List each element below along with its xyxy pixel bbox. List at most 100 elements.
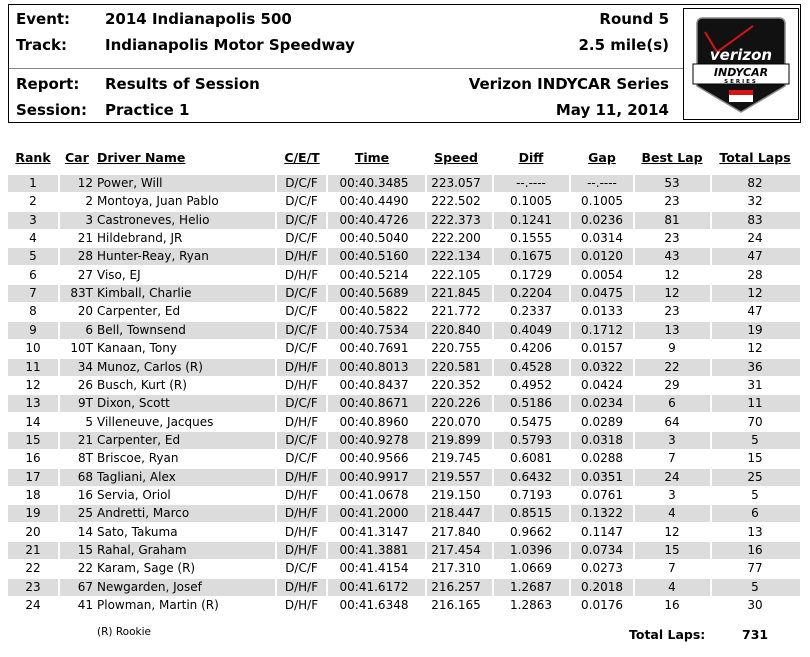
cell-gap: 0.0273: [581, 561, 623, 576]
table-row: 7 83T Kimball, Charlie D/C/F 00:40.5689 221.8…: [0, 285, 810, 303]
row-shade: [277, 211, 326, 229]
row-shade: [427, 321, 492, 339]
row-shade: [635, 285, 710, 303]
cell-best-lap: 23: [664, 304, 680, 319]
cell-diff: --.----: [516, 176, 546, 190]
cell-time: 00:41.6172: [339, 579, 409, 594]
row-shade: [494, 505, 569, 523]
row-shade: [60, 505, 275, 523]
row-shade: [8, 248, 58, 266]
row-shade: [277, 395, 326, 413]
row-shade: [328, 431, 425, 449]
row-shade: [712, 395, 800, 413]
row-shade: [571, 542, 633, 559]
cell-speed: 217.454: [431, 543, 481, 557]
cell-diff: 1.2687: [510, 579, 552, 594]
cell-car: 28: [77, 249, 93, 264]
table-row: 11 34 Munoz, Carlos (R) D/H/F 00:40.8013 220.…: [0, 358, 810, 377]
cell-total-laps: 6: [751, 506, 759, 521]
cell-total-laps: 5: [751, 432, 759, 447]
row-shade: [277, 358, 326, 376]
row-shade: [328, 395, 425, 413]
cell-total-laps: 16: [747, 543, 763, 557]
cell-car: 14: [77, 524, 93, 539]
row-shade: [635, 468, 710, 486]
table-row: 1 12 Power, Will D/C/F 00:40.3485 223.057 --.-…: [0, 175, 810, 193]
row-shade: [277, 431, 326, 449]
cell-cet: D/C/F: [285, 176, 318, 190]
cell-best-lap: 9: [668, 341, 676, 356]
row-shade: [712, 321, 800, 339]
cell-gap: 0.0424: [581, 377, 623, 392]
row-shade: [427, 175, 492, 192]
cell-speed: 223.057: [431, 176, 481, 190]
cell-time: 00:40.9278: [339, 432, 409, 447]
cell-total-laps: 13: [747, 524, 763, 539]
cell-cet: D/H/F: [284, 579, 319, 594]
cell-speed: 216.257: [431, 579, 481, 594]
cell-best-lap: 7: [668, 561, 676, 576]
cell-gap: 0.0120: [581, 249, 623, 264]
cell-gap: 0.0322: [581, 359, 623, 374]
cell-speed: 219.745: [431, 451, 481, 466]
cell-car: 25: [77, 506, 93, 521]
session-header: [8, 4, 801, 123]
cell-best-lap: 12: [664, 267, 680, 282]
table-row: 9 6 Bell, Townsend D/C/F 00:40.7534 220.840 0.…: [0, 321, 810, 340]
column-header-best-lap: Best Lap: [641, 150, 703, 165]
row-shade: [60, 321, 275, 339]
cell-rank: 20: [25, 524, 41, 539]
cell-cet: D/C/F: [285, 286, 318, 301]
row-shade: [712, 542, 800, 559]
row-shade: [635, 395, 710, 413]
cell-speed: 222.134: [431, 249, 481, 264]
row-shade: [571, 578, 633, 596]
cell-time: 00:41.6348: [339, 598, 409, 613]
cell-rank: 13: [25, 396, 41, 411]
series-name: Verizon INDYCAR Series: [468, 75, 669, 93]
cell-total-laps: 28: [747, 267, 763, 282]
row-shade: [427, 505, 492, 523]
column-header-time: Time: [354, 150, 390, 165]
cell-car: 5: [85, 414, 93, 429]
session-date: May 11, 2014: [555, 101, 669, 119]
row-shade: [8, 321, 58, 339]
table-row: 3 3 Castroneves, Helio D/C/F 00:40.4726 222.3…: [0, 211, 810, 230]
cell-car: 8T: [78, 451, 93, 466]
row-shade: [60, 542, 275, 559]
cell-speed: 219.899: [431, 432, 481, 447]
cell-diff: 0.1241: [510, 212, 552, 227]
row-shade: [427, 542, 492, 559]
cell-driver: Rahal, Graham: [97, 543, 187, 557]
row-shade: [8, 211, 58, 229]
cell-rank: 23: [25, 579, 41, 594]
cell-best-lap: 16: [664, 598, 680, 613]
row-shade: [60, 395, 275, 413]
session-label: Session:: [16, 101, 87, 119]
row-shade: [8, 175, 58, 192]
cell-best-lap: 6: [668, 396, 676, 411]
cell-speed: 222.200: [431, 231, 481, 246]
cell-time: 00:40.5822: [339, 304, 409, 319]
rookie-note: (R) Rookie: [97, 626, 151, 638]
row-shade: [8, 358, 58, 376]
row-shade: [494, 211, 569, 229]
row-shade: [8, 542, 58, 559]
cell-gap: 0.0318: [581, 432, 623, 447]
cell-best-lap: 3: [668, 432, 676, 447]
cell-gap: 0.0133: [581, 304, 623, 319]
table-row: 21 15 Rahal, Graham D/H/F 00:41.3881 217.454 1…: [0, 542, 810, 560]
cell-gap: 0.0289: [581, 414, 623, 429]
column-header-total-laps: Total Laps: [719, 150, 791, 165]
cell-rank: 3: [29, 212, 37, 227]
row-shade: [571, 211, 633, 229]
cell-time: 00:41.3881: [339, 543, 409, 557]
cell-driver: Munoz, Carlos (R): [97, 359, 203, 374]
cell-speed: 222.373: [431, 212, 481, 227]
cell-gap: 0.0234: [581, 396, 623, 411]
row-shade: [8, 395, 58, 413]
cell-car: 27: [77, 267, 93, 282]
cell-cet: D/H/F: [284, 469, 319, 484]
cell-rank: 15: [25, 432, 41, 447]
cell-total-laps: 24: [747, 231, 763, 246]
